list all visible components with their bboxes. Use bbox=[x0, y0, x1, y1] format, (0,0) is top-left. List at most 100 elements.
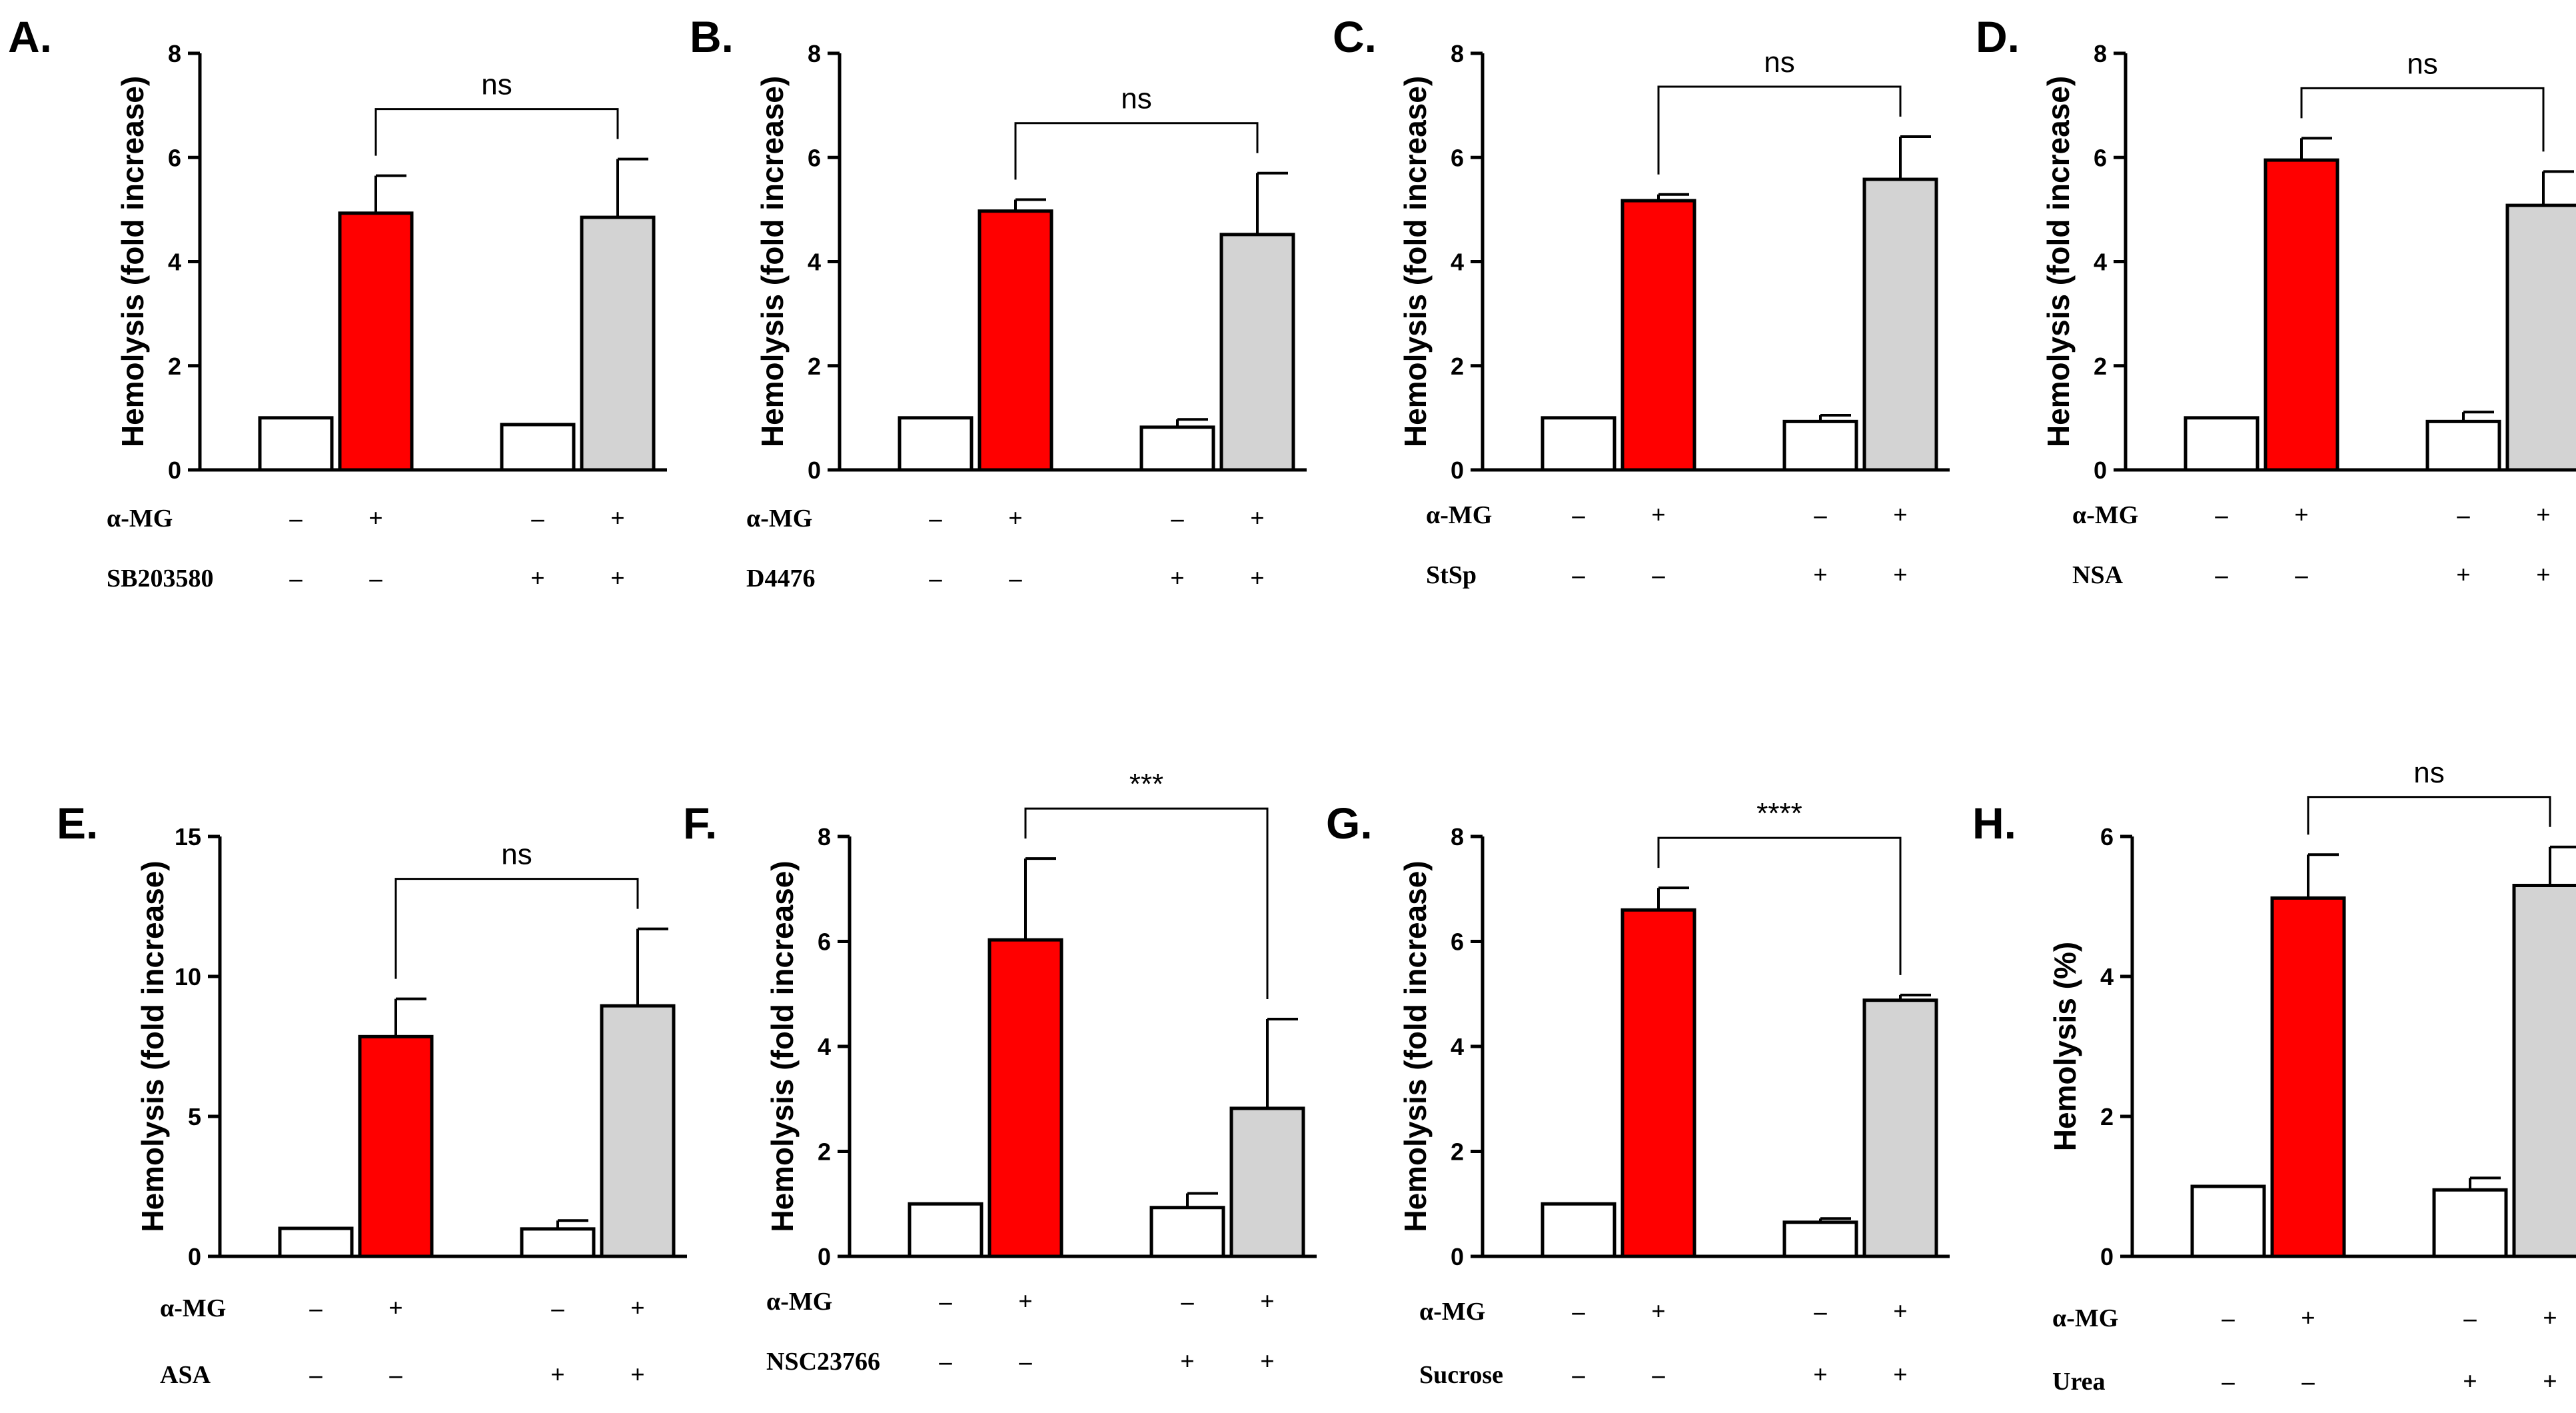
treatment-sign: + bbox=[530, 565, 545, 593]
y-tick-label: 10 bbox=[175, 963, 201, 990]
treatment-sign: + bbox=[1260, 1288, 1275, 1316]
y-tick-label: 6 bbox=[2100, 823, 2114, 850]
significance-label: ns bbox=[501, 838, 532, 871]
significance-bracket bbox=[394, 878, 639, 979]
bar bbox=[1541, 1202, 1616, 1258]
bar bbox=[1782, 419, 1858, 472]
treatment-sign: – bbox=[309, 1361, 323, 1389]
treatment-sign: – bbox=[1181, 1288, 1195, 1316]
bar bbox=[2270, 896, 2346, 1258]
y-tick-label: 6 bbox=[808, 144, 821, 171]
y-tick-label: 2 bbox=[2094, 353, 2107, 380]
y-tick-label: 4 bbox=[818, 1033, 831, 1060]
treatment-sign: + bbox=[610, 505, 625, 533]
treatment-sign: + bbox=[1170, 565, 1185, 593]
treatment-sign: + bbox=[1651, 1298, 1666, 1326]
bar bbox=[1620, 908, 1696, 1258]
treatment-sign: + bbox=[2536, 561, 2551, 589]
treatment-sign: – bbox=[1019, 1348, 1033, 1376]
bar bbox=[278, 1226, 354, 1258]
treatment-row-label: ASA bbox=[160, 1361, 211, 1389]
bar bbox=[1620, 199, 1696, 472]
significance-bracket bbox=[1657, 85, 1902, 175]
y-tick-label: 8 bbox=[168, 40, 181, 67]
y-tick-label: 2 bbox=[1451, 353, 1464, 380]
y-tick-label: 5 bbox=[188, 1103, 201, 1130]
bar bbox=[258, 416, 334, 472]
panel-letter: H. bbox=[1972, 798, 2016, 848]
y-tick-label: 4 bbox=[1451, 249, 1464, 276]
treatment-sign: – bbox=[389, 1361, 403, 1389]
y-axis-label: Hemolysis (fold increase) bbox=[2041, 76, 2076, 447]
treatment-sign: + bbox=[1260, 1348, 1275, 1376]
panel-letter: B. bbox=[690, 12, 734, 61]
bar bbox=[2505, 203, 2576, 472]
panel-letter: E. bbox=[57, 798, 98, 848]
treatment-row-label: NSC23766 bbox=[766, 1348, 880, 1376]
treatment-row-label: α-MG bbox=[107, 505, 173, 533]
significance-label: ns bbox=[481, 69, 512, 101]
bar bbox=[1139, 425, 1215, 472]
panel-letter: G. bbox=[1326, 798, 1373, 848]
treatment-sign: – bbox=[1652, 1361, 1666, 1389]
y-tick-label: 6 bbox=[818, 928, 831, 956]
y-tick-label: 8 bbox=[818, 823, 831, 850]
treatment-sign: – bbox=[2463, 1304, 2477, 1332]
treatment-sign: – bbox=[1572, 1298, 1586, 1326]
significance-bracket bbox=[1014, 122, 1259, 180]
treatment-sign: – bbox=[369, 565, 383, 593]
significance-label: **** bbox=[1756, 797, 1802, 830]
chart-panel: B. 0 2 4 6 8 Hemolysis (fold increase) ns α-MG – +… bbox=[690, 12, 1307, 593]
treatment-sign: + bbox=[388, 1294, 403, 1322]
y-tick-label: 2 bbox=[1451, 1138, 1464, 1166]
y-tick-label: 2 bbox=[818, 1138, 831, 1166]
treatment-sign: + bbox=[2543, 1304, 2557, 1332]
y-tick-label: 2 bbox=[168, 353, 181, 380]
panel-letter: D. bbox=[1976, 12, 2020, 61]
treatment-sign: – bbox=[2215, 561, 2229, 589]
treatment-sign: – bbox=[2215, 501, 2229, 529]
treatment-sign: + bbox=[2463, 1368, 2477, 1396]
y-tick-label: 6 bbox=[1451, 144, 1464, 171]
significance-bracket bbox=[1024, 807, 1269, 1000]
bar bbox=[520, 1227, 596, 1258]
treatment-sign: + bbox=[2456, 561, 2471, 589]
panel-letter: A. bbox=[8, 12, 52, 61]
bar bbox=[977, 209, 1053, 472]
treatment-sign: + bbox=[2543, 1368, 2557, 1396]
treatment-sign: – bbox=[1171, 505, 1185, 533]
chart-panel: F. 0 2 4 6 8 Hemolysis (fold increase) *** α-MG –… bbox=[683, 768, 1317, 1376]
bar bbox=[338, 211, 414, 472]
treatment-sign: – bbox=[2457, 501, 2471, 529]
y-tick-label: 8 bbox=[2094, 40, 2107, 67]
treatment-row-label: α-MG bbox=[2072, 501, 2138, 529]
bar bbox=[1862, 177, 1938, 472]
significance-label: ns bbox=[2413, 756, 2444, 789]
treatment-row-label: StSp bbox=[1426, 561, 1477, 589]
y-axis-label: Hemolysis (fold increase) bbox=[755, 76, 790, 447]
bar bbox=[2512, 884, 2576, 1258]
y-tick-label: 4 bbox=[808, 249, 821, 276]
treatment-sign: + bbox=[550, 1361, 565, 1389]
treatment-row-label: α-MG bbox=[2052, 1304, 2118, 1332]
bar bbox=[987, 938, 1063, 1258]
bar bbox=[2190, 1184, 2266, 1258]
treatment-sign: – bbox=[1652, 561, 1666, 589]
bar bbox=[898, 416, 973, 472]
treatment-sign: – bbox=[2295, 561, 2309, 589]
treatment-sign: + bbox=[2536, 501, 2551, 529]
significance-bracket bbox=[2300, 87, 2545, 152]
treatment-row-label: α-MG bbox=[746, 505, 812, 533]
treatment-row-label: α-MG bbox=[766, 1288, 832, 1316]
bar bbox=[500, 423, 576, 472]
treatment-sign: – bbox=[929, 505, 943, 533]
treatment-sign: – bbox=[939, 1348, 953, 1376]
panel-letter: F. bbox=[683, 798, 717, 848]
y-tick-label: 0 bbox=[1451, 1243, 1464, 1270]
treatment-sign: – bbox=[1572, 561, 1586, 589]
chart-panel: D. 0 2 4 6 8 Hemolysis (fold increase) ns α-MG – +… bbox=[1976, 12, 2576, 589]
y-tick-label: 2 bbox=[808, 353, 821, 380]
treatment-row-label: NSA bbox=[2072, 561, 2124, 589]
treatment-row-label: α-MG bbox=[1419, 1298, 1485, 1326]
